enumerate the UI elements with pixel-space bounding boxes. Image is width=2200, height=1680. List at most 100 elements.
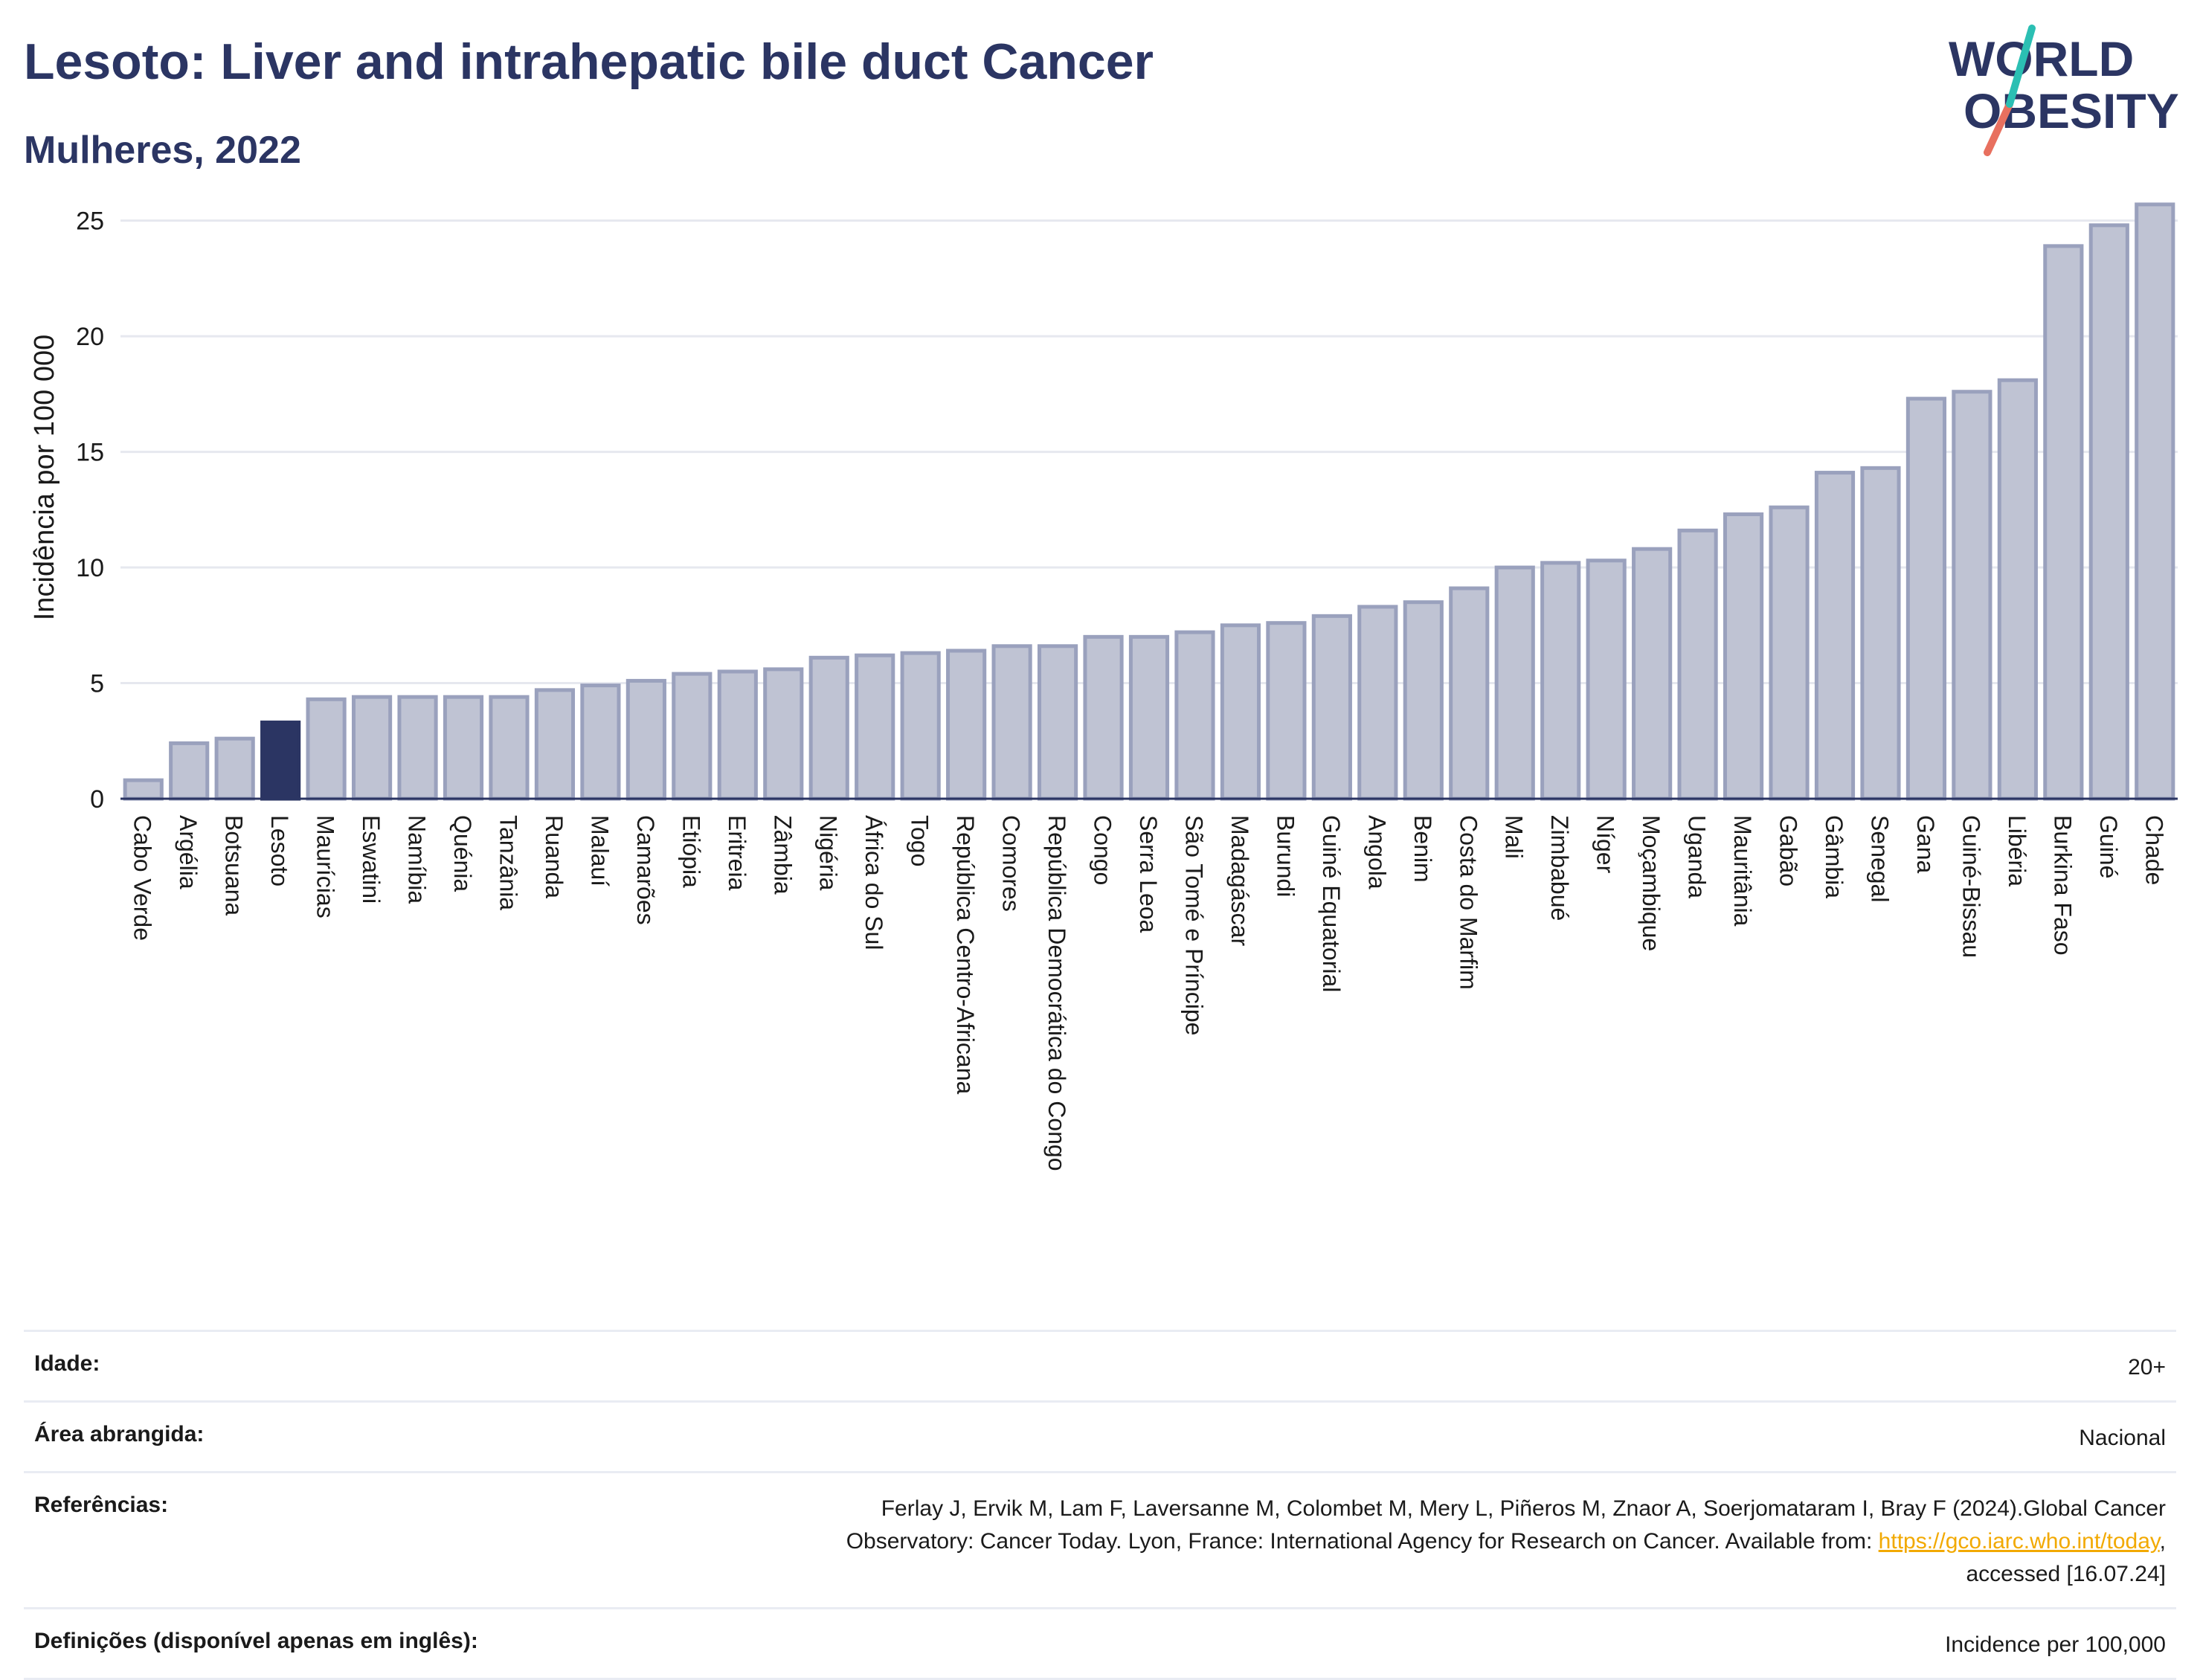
x-tick-label: Mauritânia xyxy=(1729,815,1756,927)
x-tick-label: Gabão xyxy=(1775,815,1802,886)
bar xyxy=(489,695,530,801)
references-line2: Observatory: Cancer Today. Lyon, France:… xyxy=(846,1529,1879,1554)
bar xyxy=(1037,644,1078,801)
x-tick-label: Benim xyxy=(1409,815,1436,883)
x-tick-label: Camarões xyxy=(632,815,659,925)
bar xyxy=(2135,202,2175,801)
area-label: Área abrangida: xyxy=(34,1422,205,1446)
bar xyxy=(1220,623,1261,801)
x-tick-label: Níger xyxy=(1592,815,1619,874)
bar xyxy=(625,678,666,801)
bar xyxy=(1952,390,1992,801)
x-tick-label: Costa do Marfim xyxy=(1455,815,1482,990)
y-tick-label: 15 xyxy=(76,439,104,467)
definitions-value: Incidence per 100,000 xyxy=(1945,1632,2166,1657)
references-link[interactable]: https://gco.iarc.who.int/today xyxy=(1878,1529,2160,1554)
x-tick-label: Zâmbia xyxy=(769,815,796,895)
metadata-footer: Idade: 20+ Área abrangida: Nacional Refe… xyxy=(24,1330,2176,1680)
x-tick-label: República Democrática do Congo xyxy=(1043,815,1070,1171)
bar xyxy=(717,669,758,801)
footer-row-definitions: Definições (disponível apenas em inglês)… xyxy=(24,1607,2176,1680)
bar xyxy=(1494,565,1535,801)
y-tick-label: 25 xyxy=(76,207,104,236)
x-tick-label: Quénia xyxy=(449,815,476,892)
x-tick-label: Malauí xyxy=(586,815,613,886)
bar xyxy=(672,672,713,801)
y-axis-ticks: 0 5 10 15 20 25 xyxy=(76,207,104,814)
bar xyxy=(1723,512,1764,801)
references-value: Ferlay J, Ervik M, Lam F, Laversanne M, … xyxy=(846,1493,2166,1591)
bar xyxy=(397,695,438,801)
x-tick-label: Libéria xyxy=(2004,815,2030,886)
bars xyxy=(123,202,2175,801)
y-tick-label: 5 xyxy=(90,670,104,698)
x-tick-label: Maurícias xyxy=(312,815,339,918)
bar xyxy=(1540,561,1581,801)
bar xyxy=(1905,396,1947,801)
bar xyxy=(351,695,393,801)
bar xyxy=(1632,547,1673,801)
bar xyxy=(808,655,849,801)
references-label: Referências: xyxy=(34,1493,169,1517)
x-tick-label: Eswatini xyxy=(358,815,385,904)
bar xyxy=(855,653,895,801)
x-tick-label: Ruanda xyxy=(541,815,567,898)
x-tick-label: Botsuana xyxy=(221,815,248,915)
x-tick-label: Angola xyxy=(1363,815,1390,889)
bar xyxy=(946,648,987,801)
bar xyxy=(1403,600,1444,801)
x-tick-label: Cabo Verde xyxy=(129,815,156,941)
bar xyxy=(1814,471,1856,801)
x-tick-label: Namíbia xyxy=(404,815,431,904)
x-tick-label: Burkina Faso xyxy=(2049,815,2076,956)
x-tick-label: Serra Leoa xyxy=(1135,815,1162,933)
bar xyxy=(306,697,347,801)
bar xyxy=(2088,223,2129,801)
x-tick-label: São Tomé e Príncipe xyxy=(1180,815,1207,1035)
bar-highlight xyxy=(260,720,301,801)
footer-row-age: Idade: 20+ xyxy=(24,1330,2176,1400)
age-value: 20+ xyxy=(2128,1355,2166,1380)
x-tick-label: Mali xyxy=(1501,815,1528,859)
x-tick-label: Moçambique xyxy=(1638,815,1665,951)
bar xyxy=(1769,505,1810,801)
definitions-label: Definições (disponível apenas em inglês)… xyxy=(34,1629,478,1653)
x-tick-label: Guiné-Bissau xyxy=(1958,815,1984,958)
references-line1: Ferlay J, Ervik M, Lam F, Laversanne M, … xyxy=(881,1496,2166,1521)
x-tick-label: República Centro-Africana xyxy=(952,815,979,1095)
logo-slash-teal xyxy=(2006,25,2036,108)
references-line3: accessed [16.07.24] xyxy=(1966,1562,2166,1586)
x-tick-label: Argélia xyxy=(175,815,202,889)
world-obesity-logo: WORLD OBESITY xyxy=(1949,25,2179,156)
x-tick-label: Chade xyxy=(2141,815,2167,885)
bar xyxy=(1174,630,1215,801)
footer-row-references: Referências: Ferlay J, Ervik M, Lam F, L… xyxy=(24,1471,2176,1607)
bar xyxy=(1997,378,2038,801)
y-tick-label: 10 xyxy=(76,554,104,582)
bar-chart: 0 5 10 15 20 25 Cabo Verde Argélia Botsuana Leso… xyxy=(29,202,2178,1171)
bar xyxy=(1449,586,1490,801)
bar xyxy=(1266,621,1307,801)
x-tick-label: Zimbabué xyxy=(1546,815,1573,921)
x-tick-label: Eritreia xyxy=(724,815,750,891)
x-tick-label: África do Sul xyxy=(861,815,887,950)
logo-line1: WORLD xyxy=(1949,31,2134,86)
bar xyxy=(534,688,576,801)
references-line2-end: , xyxy=(2159,1529,2166,1554)
x-tick-label: Lesoto xyxy=(266,815,293,886)
chart-subtitle: Mulheres, 2022 xyxy=(24,129,301,172)
x-tick-label: Comores xyxy=(998,815,1025,912)
bar xyxy=(214,736,255,801)
area-value: Nacional xyxy=(2079,1426,2166,1450)
bar xyxy=(1083,634,1124,801)
bar xyxy=(1677,528,1718,801)
bar xyxy=(1586,559,1627,801)
bar xyxy=(580,683,621,801)
y-tick-label: 20 xyxy=(76,323,104,351)
x-tick-label: Guiné xyxy=(2095,815,2122,878)
x-tick-label: Guiné Equatorial xyxy=(1318,815,1345,992)
x-tick-label: Burundi xyxy=(1272,815,1299,897)
logo-slash-coral xyxy=(1984,100,2013,156)
bar xyxy=(763,667,804,801)
bar xyxy=(900,651,941,801)
